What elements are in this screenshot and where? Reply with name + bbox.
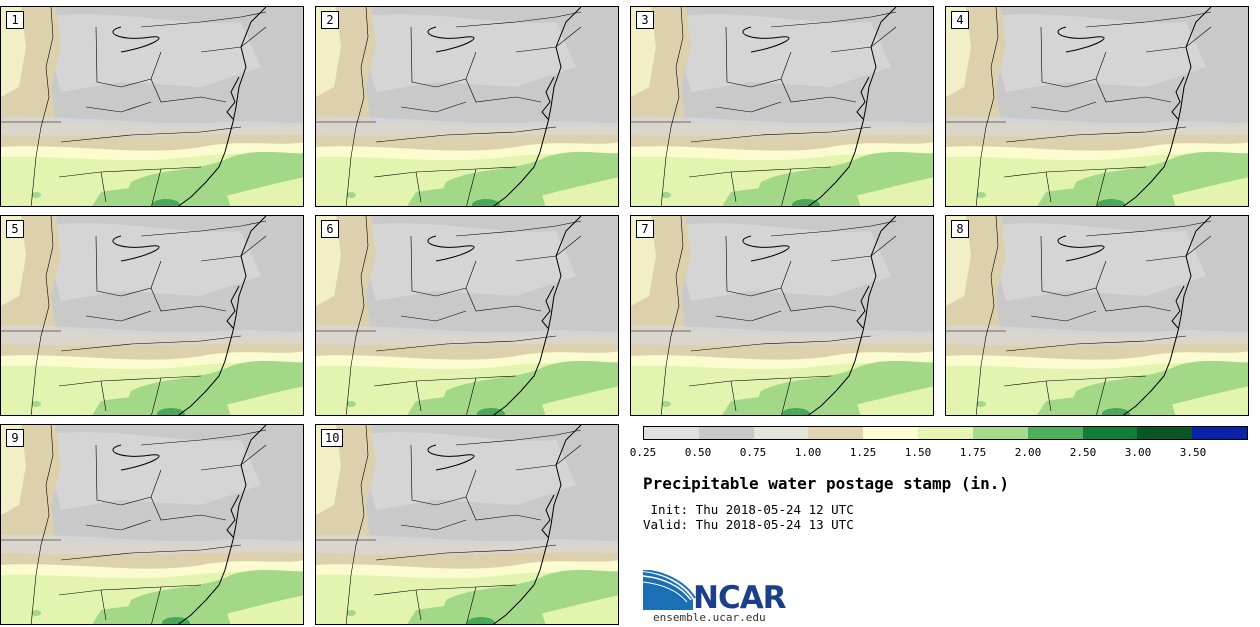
colorbar-tick-label: 0.50	[684, 446, 712, 459]
colorbar-tick-label: 1.75	[959, 446, 987, 459]
panel-number: 4	[951, 11, 969, 29]
colorbar-swatch	[1082, 427, 1138, 439]
colorbar-tick-label: 2.00	[1014, 446, 1042, 459]
stamp-panel: 6	[315, 215, 619, 416]
stamp-panel: 10	[315, 424, 619, 625]
panel-number: 3	[636, 11, 654, 29]
panel-number: 2	[321, 11, 339, 29]
colorbar-swatch	[1137, 427, 1193, 439]
colorbar-swatch	[644, 427, 699, 439]
ncar-logo-icon	[643, 570, 696, 610]
colorbar-swatch	[918, 427, 973, 439]
stamp-panel: 9	[0, 424, 304, 625]
stamp-panel: 4	[945, 6, 1249, 207]
colorbar-tick-label: 3.50	[1179, 446, 1207, 459]
stamp-panel: 2	[315, 6, 619, 207]
colorbar-swatch	[753, 427, 809, 439]
panel-number: 5	[6, 220, 24, 238]
panel-number: 7	[636, 220, 654, 238]
stamp-panel: 1	[0, 6, 304, 207]
chart-title: Precipitable water postage stamp (in.)	[643, 474, 1010, 493]
colorbar-labels: 0.25 0.50 0.75 1.00 1.25 1.50 1.75 2.00 2.50 3.00…	[0, 446, 1260, 460]
colorbar-swatch	[1192, 427, 1247, 439]
stamp-panel: 8	[945, 215, 1249, 416]
colorbar-tick-label: 1.50	[904, 446, 932, 459]
panel-number: 8	[951, 220, 969, 238]
colorbar-tick-label: 1.25	[849, 446, 877, 459]
panel-number: 9	[6, 429, 24, 447]
init-time: Init: Thu 2018-05-24 12 UTC	[643, 502, 854, 517]
colorbar-tick-label: 0.25	[629, 446, 657, 459]
panel-number: 6	[321, 220, 339, 238]
ncar-wordmark: NCAR	[693, 580, 787, 616]
colorbar-swatch	[863, 427, 919, 439]
colorbar-tick-label: 0.75	[739, 446, 767, 459]
panel-number: 1	[6, 11, 24, 29]
colorbar-swatch	[972, 427, 1028, 439]
stamp-panel: 7	[630, 215, 934, 416]
colorbar-tick-label: 3.00	[1124, 446, 1152, 459]
site-url: ensemble.ucar.edu	[653, 611, 766, 624]
panel-number: 10	[321, 429, 344, 447]
colorbar	[643, 426, 1248, 440]
colorbar-tick-label: 1.00	[794, 446, 822, 459]
colorbar-tick-label: 2.50	[1069, 446, 1097, 459]
stamp-panel: 5	[0, 215, 304, 416]
colorbar-swatch	[698, 427, 754, 439]
colorbar-swatch	[1027, 427, 1083, 439]
stamp-panel: 3	[630, 6, 934, 207]
valid-time: Valid: Thu 2018-05-24 13 UTC	[643, 517, 854, 532]
colorbar-swatch	[808, 427, 864, 439]
